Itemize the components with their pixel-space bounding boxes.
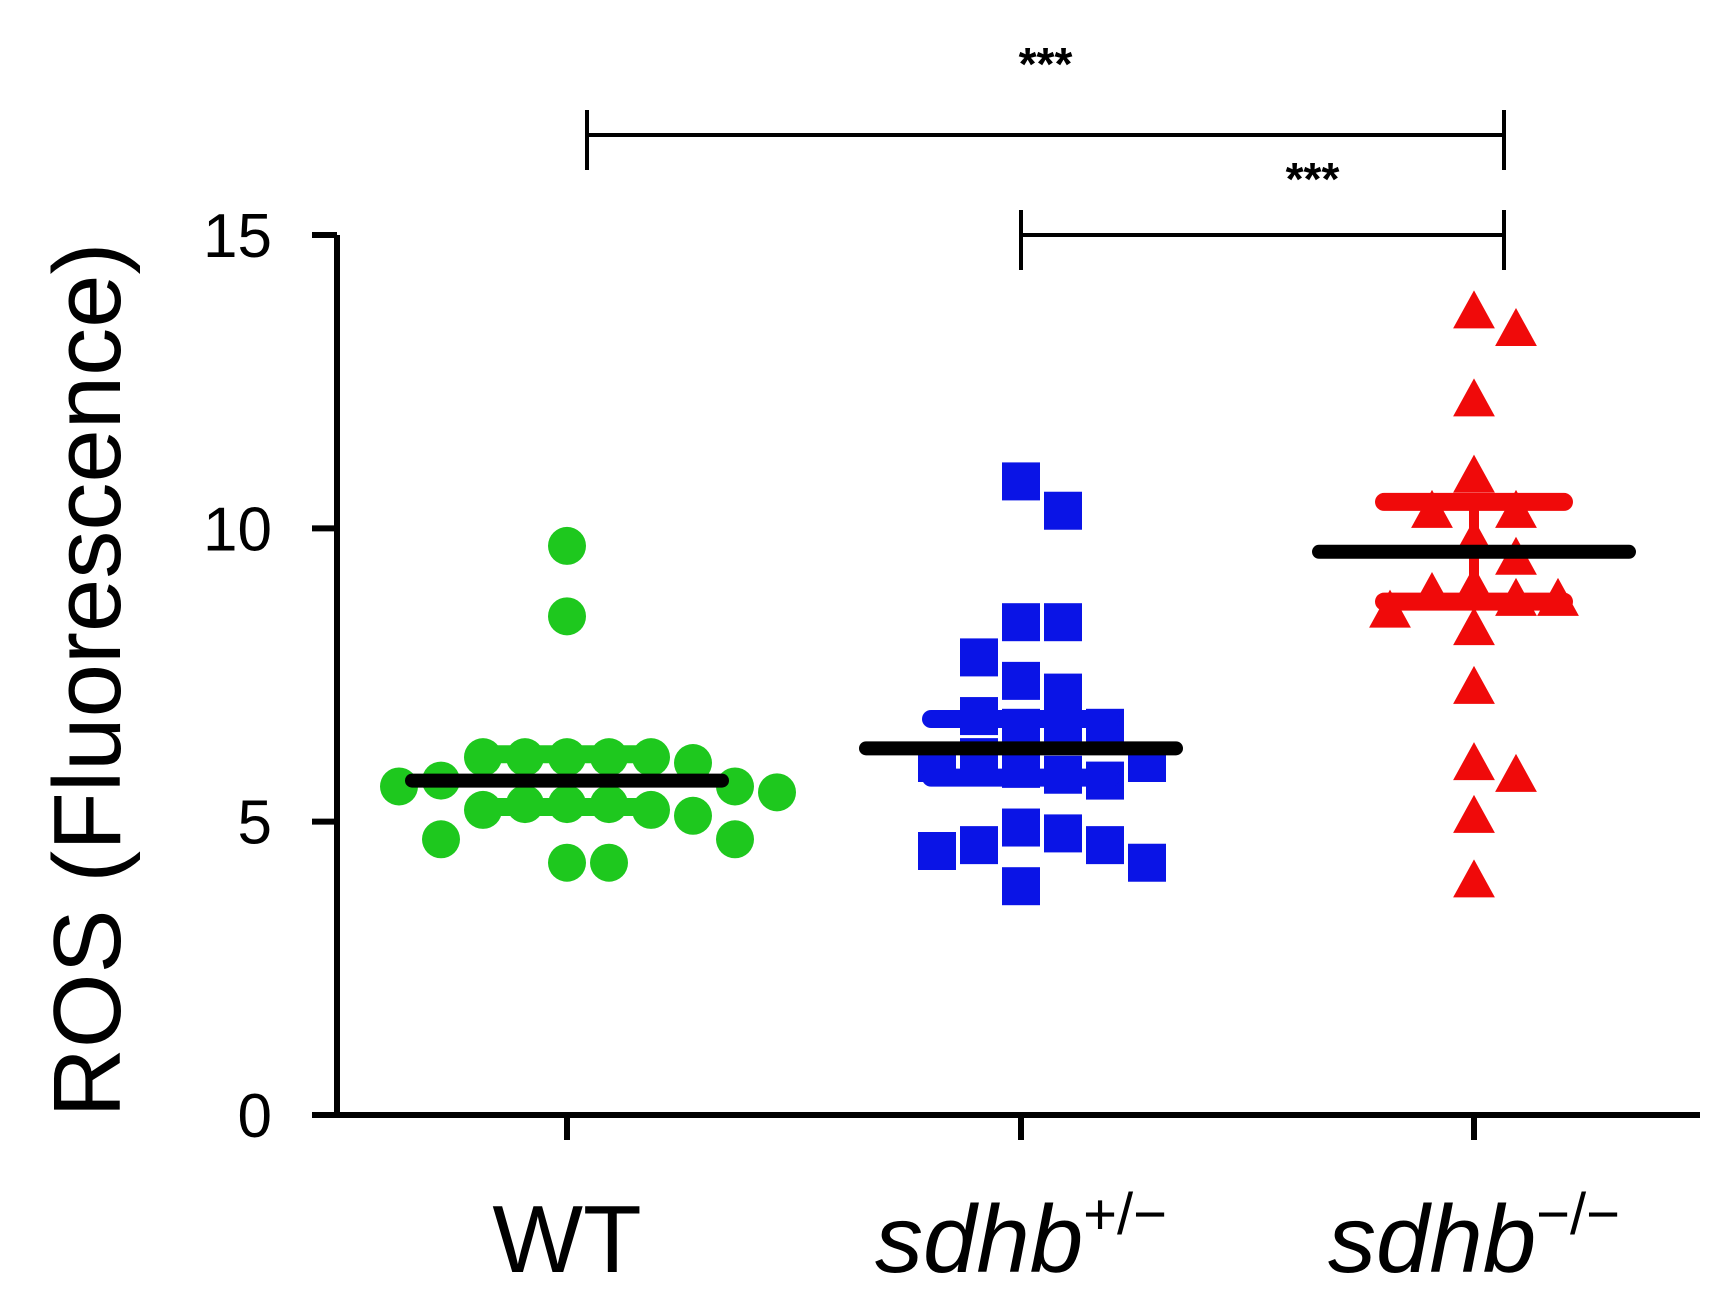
data-point-square [1002, 808, 1040, 847]
data-point-square [1044, 603, 1082, 642]
y-axis-label: ROS (Fluorescence) [34, 243, 141, 1118]
data-point-square [1002, 661, 1040, 700]
data-point-circle [674, 796, 712, 835]
data-point-triangle [1453, 742, 1495, 781]
data-point-triangle [1495, 753, 1537, 792]
data-point-square [1044, 814, 1082, 853]
data-point-circle [590, 843, 628, 882]
mean-sem-bars [405, 492, 1636, 816]
data-point-square [1128, 843, 1166, 882]
data-point-triangle [1453, 859, 1495, 898]
data-point-triangle [1453, 290, 1495, 329]
data-point-circle [674, 744, 712, 782]
x-tick-label: WT [492, 1186, 641, 1293]
x-tick-label: sdhb+/− [875, 1182, 1167, 1293]
x-tick-label: sdhb−/− [1328, 1182, 1620, 1293]
data-point-square [918, 832, 956, 870]
data-point-triangle [1495, 307, 1537, 346]
data-point-square [1044, 491, 1082, 530]
data-point-triangle [1453, 794, 1495, 833]
data-point-triangle [1453, 454, 1495, 493]
data-point-circle [422, 820, 460, 859]
data-point-triangle [1453, 607, 1495, 646]
data-point-triangle [1453, 378, 1495, 417]
data-point-circle [758, 773, 796, 812]
data-point-circle [548, 597, 586, 636]
data-point-circle [548, 843, 586, 882]
data-point-triangle [1453, 665, 1495, 704]
axes: 0 5 10 15 WT sdhb+/− sdhb−/− [203, 202, 1700, 1293]
data-point-square [1002, 462, 1040, 501]
data-point-square [960, 826, 998, 865]
significance-label: *** [1019, 38, 1073, 90]
y-tick-label: 5 [238, 789, 272, 858]
data-point-square [960, 638, 998, 677]
data-point-square [1086, 826, 1124, 865]
y-tick-label: 15 [203, 202, 272, 271]
data-point-square [1002, 867, 1040, 906]
significance-brackets: *** *** [585, 38, 1506, 270]
data-point-circle [716, 820, 754, 859]
significance-label: *** [1286, 153, 1340, 205]
data-point-square [1002, 603, 1040, 642]
data-point-circle [548, 526, 586, 565]
y-tick-label: 0 [238, 1082, 272, 1151]
data-point-square [1044, 673, 1082, 712]
y-tick-label: 10 [203, 495, 272, 564]
